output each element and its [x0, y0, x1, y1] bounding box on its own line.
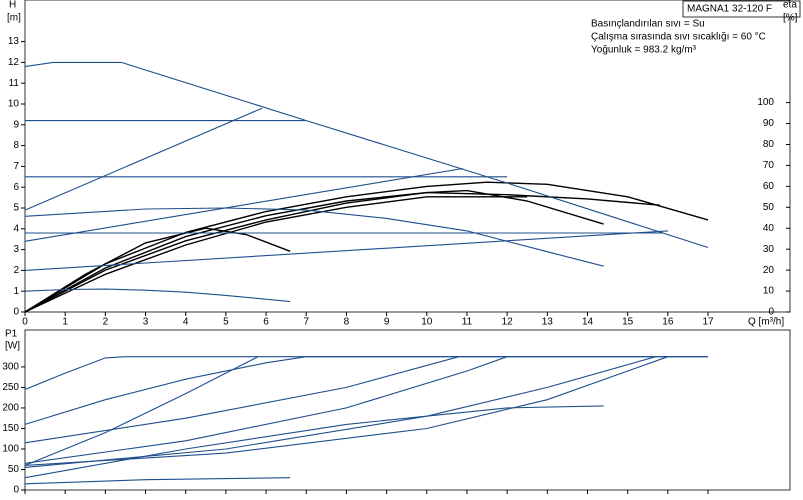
x-label: Q [m³/h] [748, 317, 784, 328]
x-tick-label: 8 [344, 317, 350, 328]
x-tick-label: 14 [582, 317, 594, 328]
y-tick-label: 200 [2, 403, 19, 414]
y-tick-label: 10 [8, 99, 20, 110]
y-tick-label: 1 [13, 286, 19, 297]
y2-tick-label: 30 [763, 244, 775, 255]
y-tick-label: 8 [13, 140, 19, 151]
x-tick-label: 9 [384, 317, 390, 328]
curve [24, 181, 709, 313]
curve [24, 356, 708, 425]
y-tick-label: 13 [8, 36, 20, 47]
y2-tick-label: 10 [763, 286, 775, 297]
y-tick-label: 12 [8, 57, 20, 68]
y2-tick-label: 40 [763, 223, 775, 234]
y-tick-label: 300 [2, 362, 19, 373]
y-tick-label: 4 [13, 223, 19, 234]
x-tick-label: 3 [143, 317, 149, 328]
y2-tick-label: 70 [763, 160, 775, 171]
y2-tick-label: 100 [757, 97, 774, 108]
x-tick-label: 15 [622, 317, 634, 328]
curve [24, 356, 508, 464]
plot-frame [24, 0, 791, 313]
y-unit: [m] [7, 13, 21, 24]
y-tick-label: 50 [8, 464, 20, 475]
x-tick-label: 0 [22, 317, 28, 328]
curve [24, 189, 604, 313]
plot-frame [24, 329, 791, 491]
curve [24, 196, 528, 313]
title-box [682, 0, 801, 18]
x-tick-label: 10 [421, 317, 433, 328]
y2-tick-label: 80 [763, 139, 775, 150]
y2-tick-label: 50 [763, 202, 775, 213]
y-tick-label: 2 [13, 265, 19, 276]
x-tick-label: 7 [303, 317, 309, 328]
curve [24, 230, 668, 271]
curve [24, 356, 708, 391]
y-tick-label: 7 [13, 161, 19, 172]
y-tick-label: 100 [2, 444, 19, 455]
y-tick-label: 150 [2, 423, 19, 434]
y-tick-label: 0 [13, 485, 19, 496]
x-tick-label: 4 [183, 317, 189, 328]
y2-tick-label: 20 [763, 265, 775, 276]
y-tick-label: 250 [2, 382, 19, 393]
curve [24, 207, 604, 267]
y2-tick-label: 60 [763, 181, 775, 192]
y2-label: eta [783, 0, 797, 11]
annotation: Basınçlandırılan sıvı = Su [591, 19, 705, 30]
curve [24, 61, 709, 249]
x-tick-label: 13 [542, 317, 554, 328]
x-tick-label: 12 [502, 317, 514, 328]
y-tick-label: 11 [9, 78, 20, 89]
curve [24, 477, 291, 485]
curve [24, 191, 660, 313]
curve [24, 356, 669, 466]
y-tick-label: 3 [13, 244, 19, 255]
y-unit: [W] [5, 341, 20, 352]
x-tick-label: 11 [462, 317, 473, 328]
annotation: Yoğunluk = 983.2 kg/m³ [591, 45, 697, 56]
curve [24, 356, 460, 444]
x-tick-label: 6 [263, 317, 269, 328]
x-tick-label: 5 [223, 317, 229, 328]
annotation: Çalışma sırasında sıvı sıcaklığı = 60 °C [591, 32, 766, 43]
y-tick-label: 0 [13, 307, 19, 318]
x-tick-label: 2 [103, 317, 109, 328]
x-tick-label: 17 [702, 317, 714, 328]
y-tick-label: 6 [13, 182, 19, 193]
y2-unit: [%] [783, 13, 798, 24]
y-tick-label: 5 [13, 203, 19, 214]
curve [24, 356, 259, 466]
y2-tick-label: 90 [763, 118, 775, 129]
chart-title: MAGNA1 32-120 F [687, 4, 772, 15]
x-tick-label: 1 [62, 317, 68, 328]
y-tick-label: 9 [13, 119, 19, 130]
y-label: P1 [5, 329, 18, 340]
curve [24, 356, 656, 468]
curve [24, 288, 291, 303]
curve [24, 227, 291, 313]
y-label: H [9, 0, 16, 11]
curve [24, 107, 263, 211]
curve [24, 167, 463, 242]
x-tick-label: 16 [662, 317, 674, 328]
